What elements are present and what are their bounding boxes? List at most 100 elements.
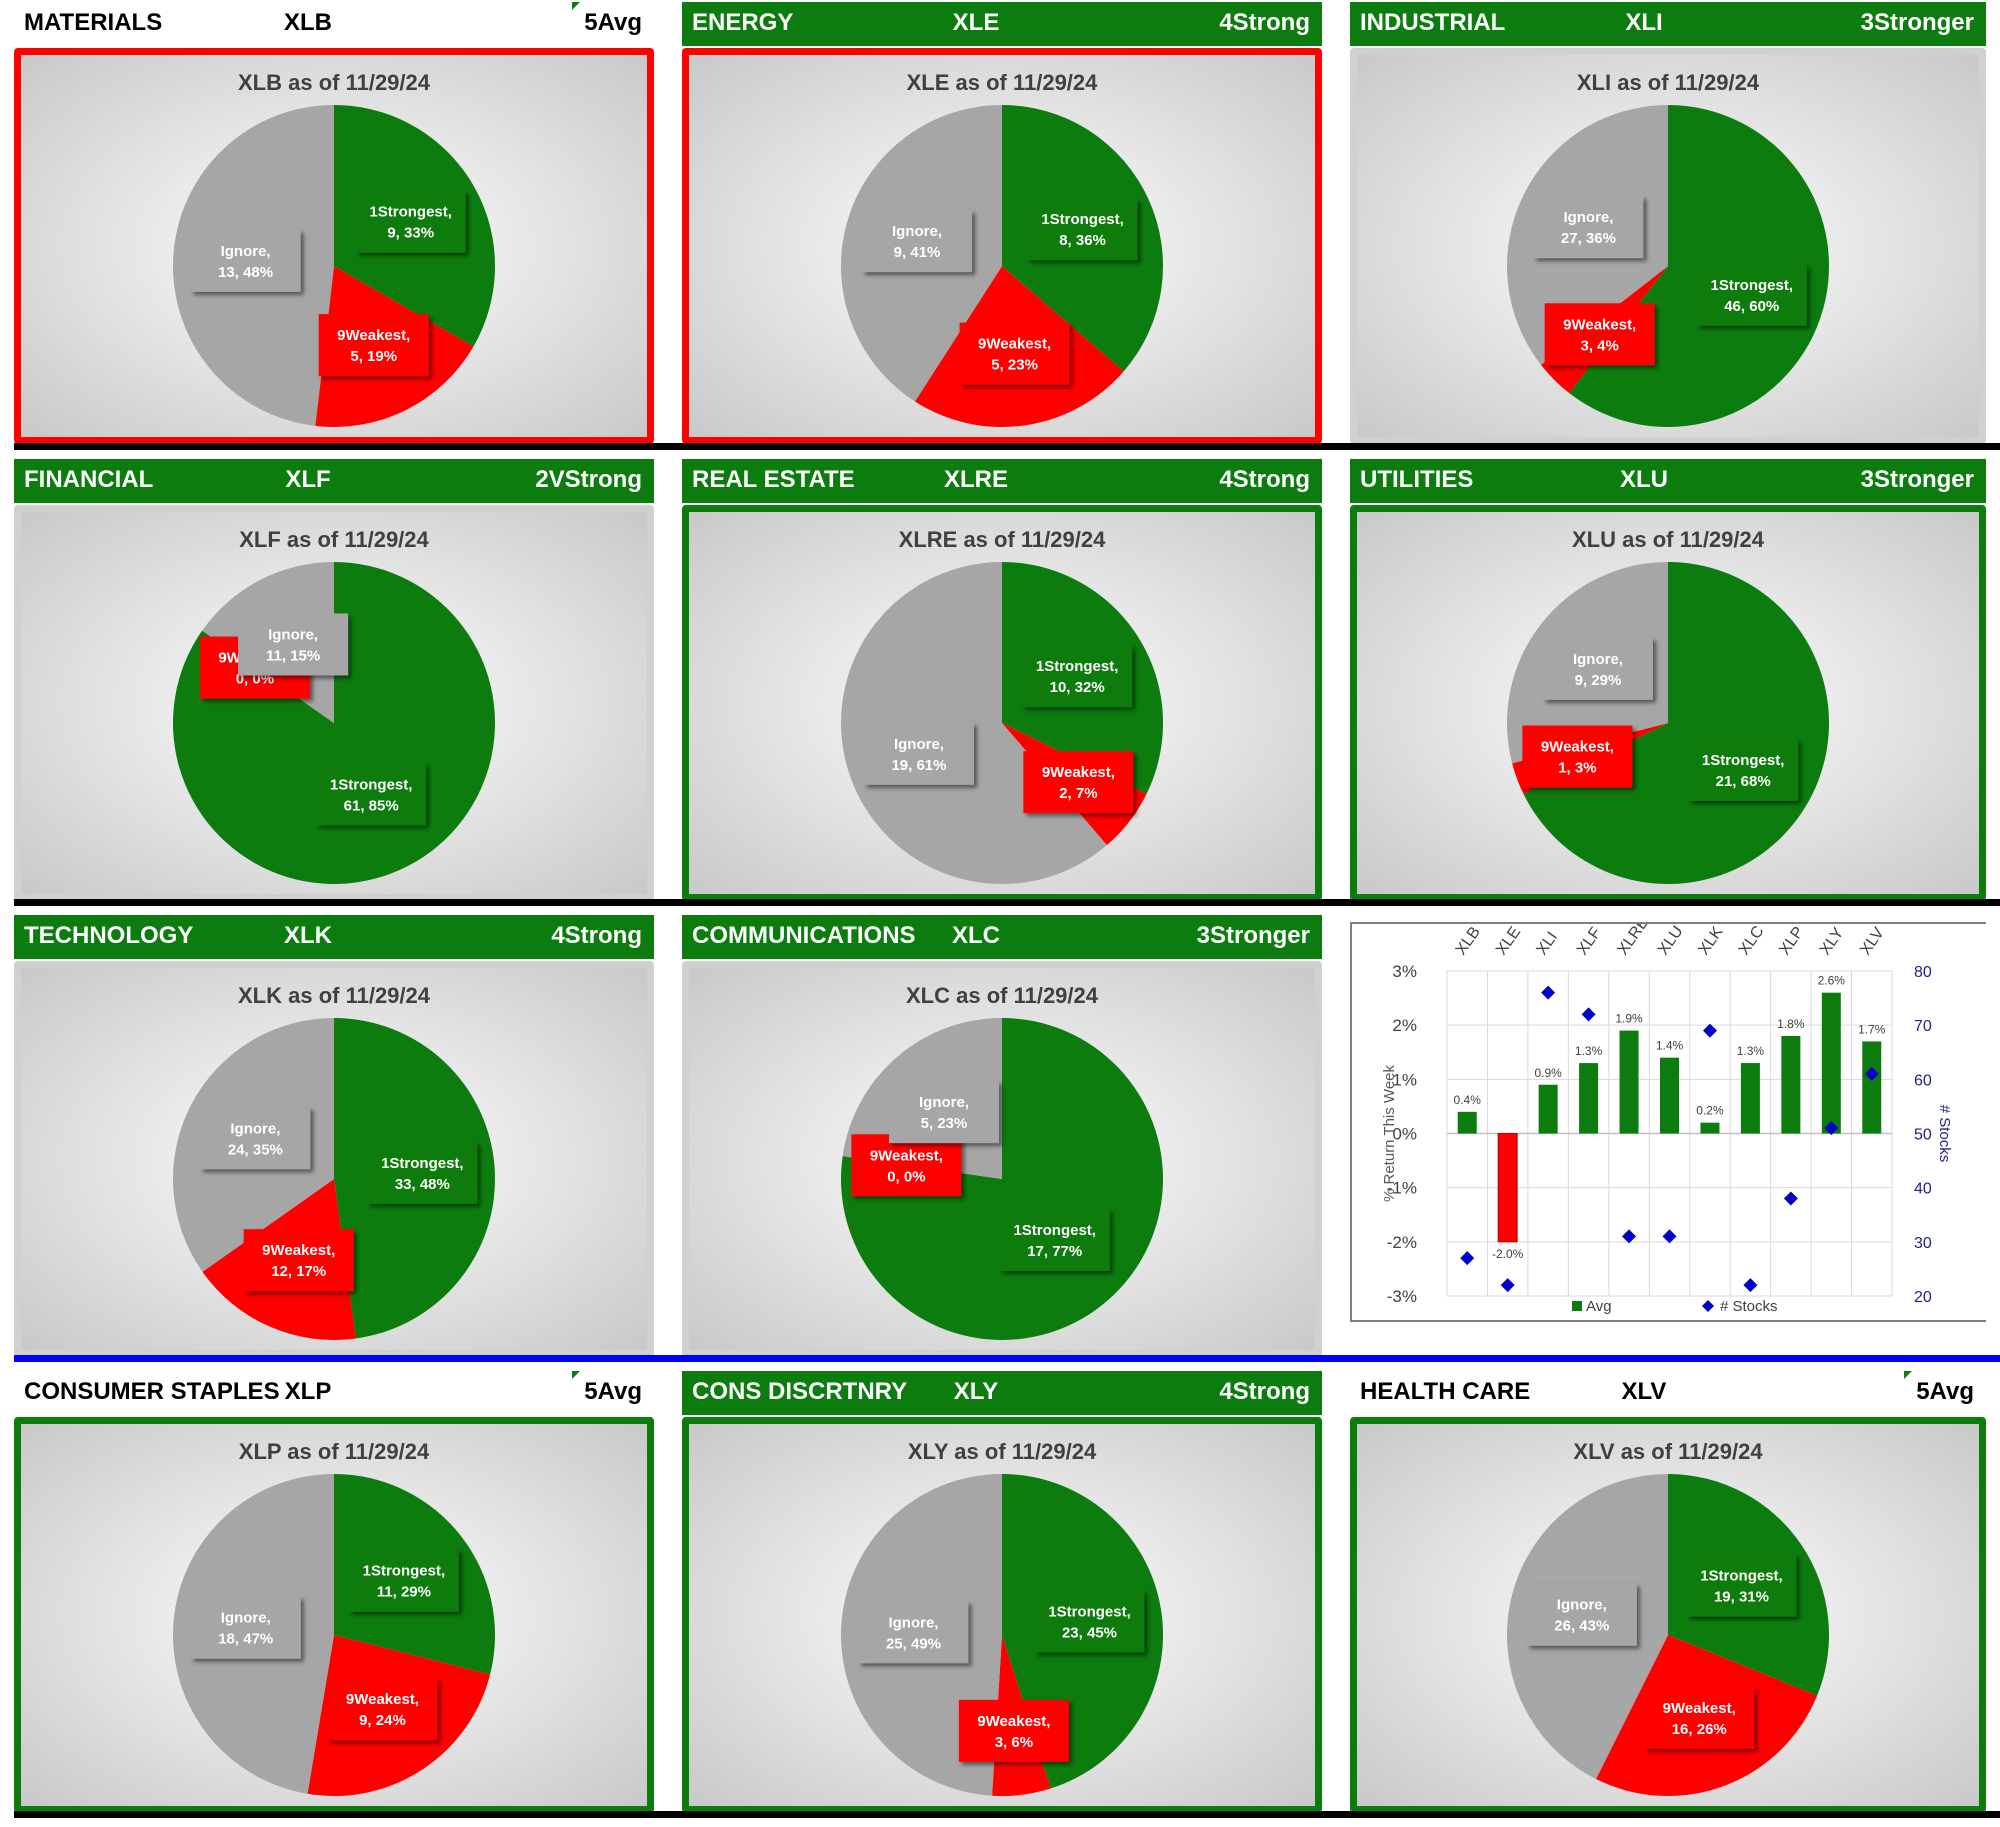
scatter-point-stocks [1622, 1229, 1637, 1244]
pie-chart: XLI as of 11/29/24 1Strongest, 46, 60% 9Wea… [1357, 55, 1979, 437]
data-label-strongest: 1Strongest, 8, 36% [1027, 198, 1138, 261]
sector-header: INDUSTRIAL XLI 3Stronger [1350, 2, 1986, 46]
pie-panel: XLI as of 11/29/24 1Strongest, 46, 60% 9Wea… [1350, 48, 1986, 444]
data-label-ignore: Ignore, 9, 41% [862, 210, 973, 273]
pie-panel: XLC as of 11/29/24 1Strongest, 17, 77% 9Wea… [682, 961, 1322, 1357]
svg-text:1Strongest,11, 29%: 1Strongest, 11, 29% [363, 1563, 446, 1601]
scatter-point-stocks [1541, 985, 1556, 1000]
bar-avg [1740, 1063, 1760, 1134]
sector-cell-xlb: MATERIALS XLB 5Avg XLB as of 11/29/24 1Stron… [14, 0, 654, 456]
sector-ticker: XLC [952, 922, 1000, 949]
bar-avg [1700, 1122, 1720, 1134]
data-label-weakest: 9Weakest, 3, 4% [1544, 303, 1655, 366]
data-label-strongest: 1Strongest, 9, 33% [355, 190, 466, 253]
svg-text:1Strongest,8, 36%: 1Strongest, 8, 36% [1041, 211, 1124, 249]
pie-title: XLE as of 11/29/24 [907, 70, 1099, 95]
weekly-return-chart-cell: 3% 2% 1% 0% -1% -2% -3% 80 70 60 50 40 30 20 % Return … [1350, 913, 1988, 1369]
svg-text:Ignore,26, 43%: Ignore, 26, 43% [1554, 1597, 1609, 1635]
sector-cell-xlre: REAL ESTATE XLRE 4Strong XLRE as of 11/29/2… [682, 457, 1322, 913]
sector-ticker: XLK [284, 922, 332, 949]
sector-ticker: XLP [284, 1378, 332, 1405]
sector-rating: 3Stronger [1860, 466, 1974, 493]
sector-row: FINANCIAL XLF 2VStrong XLF as of 11/29/24 1S… [0, 457, 2000, 914]
bar-avg [1497, 1133, 1518, 1243]
sector-name: FINANCIAL [24, 466, 154, 493]
scatter-point-stocks [1662, 1229, 1677, 1244]
svg-text:Ignore,9, 29%: Ignore, 9, 29% [1573, 651, 1623, 689]
svg-text:Ignore,25, 49%: Ignore, 25, 49% [886, 1614, 941, 1652]
sector-cell-xle: ENERGY XLE 4Strong XLE as of 11/29/24 1Stron… [682, 0, 1322, 456]
sector-ticker: XLY [953, 1378, 999, 1405]
legend-label-avg: Avg [1586, 1298, 1612, 1315]
comment-indicator-icon [572, 2, 580, 10]
svg-text:Ignore,19, 61%: Ignore, 19, 61% [891, 736, 946, 774]
bar-avg [1781, 1036, 1801, 1134]
y-tick-label: 3% [1392, 962, 1417, 981]
bar-data-label: 0.2% [1696, 1104, 1724, 1118]
bar-data-label: 1.4% [1656, 1039, 1684, 1053]
sector-rating: 5Avg [1916, 1378, 1974, 1405]
row-separator [14, 443, 2000, 450]
data-label-strongest: 1Strongest, 23, 45% [1034, 1590, 1145, 1653]
pie-chart: XLU as of 11/29/24 1Strongest, 21, 68% 9Wea… [1357, 512, 1979, 894]
scatter-point-stocks [1743, 1278, 1758, 1293]
pie-chart: XLE as of 11/29/24 1Strongest, 8, 36% 9Weak… [689, 55, 1315, 437]
bar-avg [1821, 992, 1841, 1134]
pie-chart: XLB as of 11/29/24 1Strongest, 9, 33% 9Weak… [21, 55, 647, 437]
sector-header: REAL ESTATE XLRE 4Strong [682, 459, 1322, 503]
svg-text:9Weakest,5, 23%: 9Weakest, 5, 23% [978, 336, 1051, 374]
pie-panel: XLU as of 11/29/24 1Strongest, 21, 68% 9Wea… [1350, 505, 1986, 901]
data-label-strongest: 1Strongest, 61, 85% [316, 763, 427, 826]
sector-rating: 5Avg [584, 9, 642, 36]
svg-text:9Weakest,9, 24%: 9Weakest, 9, 24% [346, 1691, 419, 1729]
pie-panel: XLY as of 11/29/24 1Strongest, 23, 45% 9Wea… [682, 1417, 1322, 1813]
combo-chart: 3% 2% 1% 0% -1% -2% -3% 80 70 60 50 40 30 20 % Return … [1352, 914, 1988, 1320]
y-tick-label: 1% [1392, 1070, 1417, 1089]
svg-text:9Weakest,1, 3%: 9Weakest, 1, 3% [1541, 739, 1614, 777]
data-label-ignore: Ignore, 9, 29% [1542, 637, 1653, 700]
sector-ticker: XLB [284, 9, 332, 36]
scatter-point-stocks [1460, 1251, 1475, 1266]
sector-name: MATERIALS [24, 9, 163, 36]
svg-text:1Strongest,33, 48%: 1Strongest, 33, 48% [381, 1155, 464, 1193]
scatter-point-stocks [1824, 1121, 1839, 1136]
sector-rating: 3Stronger [1196, 922, 1310, 949]
data-label-strongest: 1Strongest, 21, 68% [1688, 738, 1799, 801]
sector-row: MATERIALS XLB 5Avg XLB as of 11/29/24 1Stron… [0, 0, 2000, 457]
sector-header: ENERGY XLE 4Strong [682, 2, 1322, 46]
pie-chart: XLC as of 11/29/24 1Strongest, 17, 77% 9Wea… [689, 968, 1315, 1350]
bar-data-label: 0.4% [1454, 1093, 1482, 1107]
sector-name: HEALTH CARE [1360, 1378, 1531, 1405]
data-label-strongest: 1Strongest, 10, 32% [1022, 645, 1133, 708]
svg-text:Ignore,13, 48%: Ignore, 13, 48% [218, 243, 273, 281]
data-label-weakest: 9Weakest, 12, 17% [243, 1229, 354, 1292]
sector-header: MATERIALS XLB 5Avg [14, 2, 654, 46]
sector-rating: 2VStrong [535, 466, 642, 493]
comment-indicator-icon [1904, 1371, 1912, 1379]
bar-avg [1660, 1057, 1679, 1134]
data-label-ignore: Ignore, 11, 15% [238, 613, 349, 676]
sector-name: UTILITIES [1360, 466, 1474, 493]
data-label-ignore: Ignore, 27, 36% [1533, 196, 1644, 259]
pie-panel: XLK as of 11/29/24 1Strongest, 33, 48% 9Wea… [14, 961, 654, 1357]
data-label-weakest: 9Weakest, 2, 7% [1023, 751, 1134, 814]
y-tick-label: -2% [1387, 1233, 1417, 1252]
sector-ticker: XLRE [943, 466, 1009, 493]
data-label-ignore: Ignore, 19, 61% [863, 722, 974, 785]
y2-tick-label: 40 [1914, 1181, 1932, 1198]
data-label-weakest: 9Weakest, 9, 24% [327, 1678, 438, 1741]
svg-text:9Weakest,3, 6%: 9Weakest, 3, 6% [977, 1713, 1050, 1751]
data-label-strongest: 1Strongest, 46, 60% [1696, 263, 1807, 326]
data-label-strongest: 1Strongest, 33, 48% [367, 1141, 478, 1204]
sector-cell-xlf: FINANCIAL XLF 2VStrong XLF as of 11/29/24 1S… [14, 457, 654, 913]
sector-header: HEALTH CARE XLV 5Avg [1350, 1371, 1986, 1415]
pie-title: XLC as of 11/29/24 [906, 983, 1099, 1008]
svg-text:9Weakest,5, 19%: 9Weakest, 5, 19% [337, 327, 410, 365]
svg-text:9Weakest,0, 0%: 9Weakest,0, 0% [870, 1147, 943, 1185]
data-label-ignore: Ignore, 13, 48% [190, 229, 301, 292]
pie-chart: XLRE as of 11/29/24 1Strongest, 10, 32% 9We… [689, 512, 1315, 894]
sector-rating: 3Stronger [1860, 9, 1974, 36]
y2-tick-label: 20 [1914, 1289, 1932, 1306]
bar-avg [1619, 1030, 1639, 1134]
bar-data-label: -2.0% [1492, 1247, 1524, 1261]
